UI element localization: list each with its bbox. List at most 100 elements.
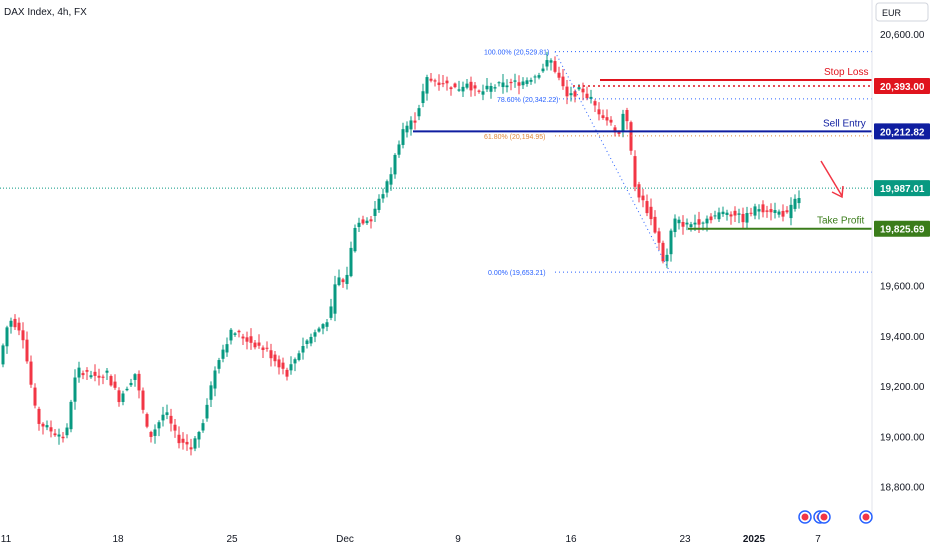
- candle-body: [321, 324, 325, 329]
- candle-body: [181, 438, 185, 443]
- candle-body: [709, 216, 713, 221]
- candle-body: [357, 222, 361, 227]
- candle-body: [197, 432, 201, 440]
- candle-body: [761, 204, 765, 213]
- candle: [73, 369, 77, 410]
- candle: [365, 217, 369, 225]
- candle-body: [537, 75, 541, 78]
- candle-body: [765, 210, 769, 212]
- candle-body: [797, 198, 801, 204]
- candle-body: [605, 117, 609, 121]
- candle-body: [277, 359, 281, 368]
- price-tick-label: 18,800.00: [880, 483, 925, 494]
- candle-body: [381, 194, 385, 199]
- candle: [305, 339, 309, 349]
- candle: [377, 194, 381, 213]
- candle-body: [573, 91, 577, 97]
- candle-body: [497, 82, 501, 84]
- candle-body: [93, 371, 97, 376]
- candle-body: [429, 78, 433, 81]
- candle-body: [693, 222, 697, 225]
- sell-entry-price-tag: 20,212.82: [874, 123, 930, 140]
- candle: [289, 356, 293, 375]
- candle-body: [529, 79, 533, 82]
- candle: [109, 374, 113, 387]
- candle: [709, 213, 713, 224]
- time-tick-label: 23: [679, 534, 691, 545]
- candle: [593, 99, 597, 112]
- candle: [281, 357, 285, 375]
- candle: [1, 343, 5, 368]
- candle: [129, 378, 133, 387]
- candle: [545, 51, 549, 71]
- candle-body: [241, 336, 245, 339]
- candle: [625, 107, 629, 130]
- candle-body: [101, 376, 105, 378]
- candle-body: [521, 81, 525, 86]
- event-icon-dot: [862, 513, 870, 521]
- candle-body: [613, 127, 617, 133]
- candle: [185, 434, 189, 451]
- candle-body: [545, 60, 549, 67]
- candle: [205, 398, 209, 422]
- candle-body: [13, 318, 17, 328]
- candle-body: [141, 390, 145, 410]
- candle-body: [97, 375, 101, 378]
- candle: [137, 370, 141, 399]
- candle: [169, 408, 173, 432]
- candle: [513, 73, 517, 88]
- candle-body: [373, 208, 377, 216]
- candle-body: [593, 101, 597, 106]
- candle-body: [33, 387, 37, 406]
- candle: [253, 340, 257, 350]
- candle: [609, 116, 613, 126]
- candle: [657, 227, 661, 251]
- price-labels: 20,393.00 20,212.82 19,987.01 19,825.69: [874, 78, 930, 237]
- candle-body: [413, 120, 417, 123]
- candle-body: [349, 247, 353, 277]
- price-axis[interactable]: 20,600.00 19,600.00 19,400.00 19,200.00 19,0…: [880, 30, 925, 494]
- events[interactable]: [798, 510, 873, 524]
- candle: [333, 275, 337, 322]
- candle: [85, 367, 89, 380]
- candle: [161, 406, 165, 427]
- candle: [321, 323, 325, 335]
- candle-body: [513, 80, 517, 82]
- candle-body: [689, 224, 693, 227]
- candle: [777, 209, 781, 218]
- candle-body: [293, 359, 297, 364]
- candle-body: [173, 424, 177, 431]
- candle: [573, 89, 577, 103]
- candle-body: [501, 82, 505, 88]
- candle: [477, 89, 481, 94]
- time-axis[interactable]: 11 18 25 Dec 9 16 23 2025 7: [1, 534, 821, 545]
- candle: [81, 370, 85, 380]
- candle-body: [677, 219, 681, 224]
- candle: [629, 120, 633, 155]
- candle-body: [377, 198, 381, 210]
- candle-body: [53, 433, 57, 436]
- candle: [713, 210, 717, 220]
- candle-body: [209, 385, 213, 400]
- candle-body: [153, 429, 157, 436]
- candle: [649, 198, 653, 226]
- candle-body: [769, 209, 773, 213]
- currency-label: EUR: [882, 8, 902, 18]
- candle: [733, 206, 737, 222]
- currency-selector[interactable]: EUR: [875, 2, 929, 22]
- candle-body: [353, 227, 357, 252]
- candle-body: [565, 86, 569, 97]
- candle-body: [145, 414, 149, 427]
- candle-body: [577, 87, 581, 90]
- candle-body: [213, 370, 217, 389]
- candle-body: [457, 89, 461, 91]
- candle-body: [781, 210, 785, 217]
- candle: [89, 370, 93, 379]
- candle-body: [557, 72, 561, 78]
- candle: [601, 109, 605, 120]
- candle: [737, 208, 741, 224]
- candle: [221, 344, 225, 363]
- candle-body: [329, 306, 333, 318]
- candle: [521, 77, 525, 90]
- candle: [217, 357, 221, 374]
